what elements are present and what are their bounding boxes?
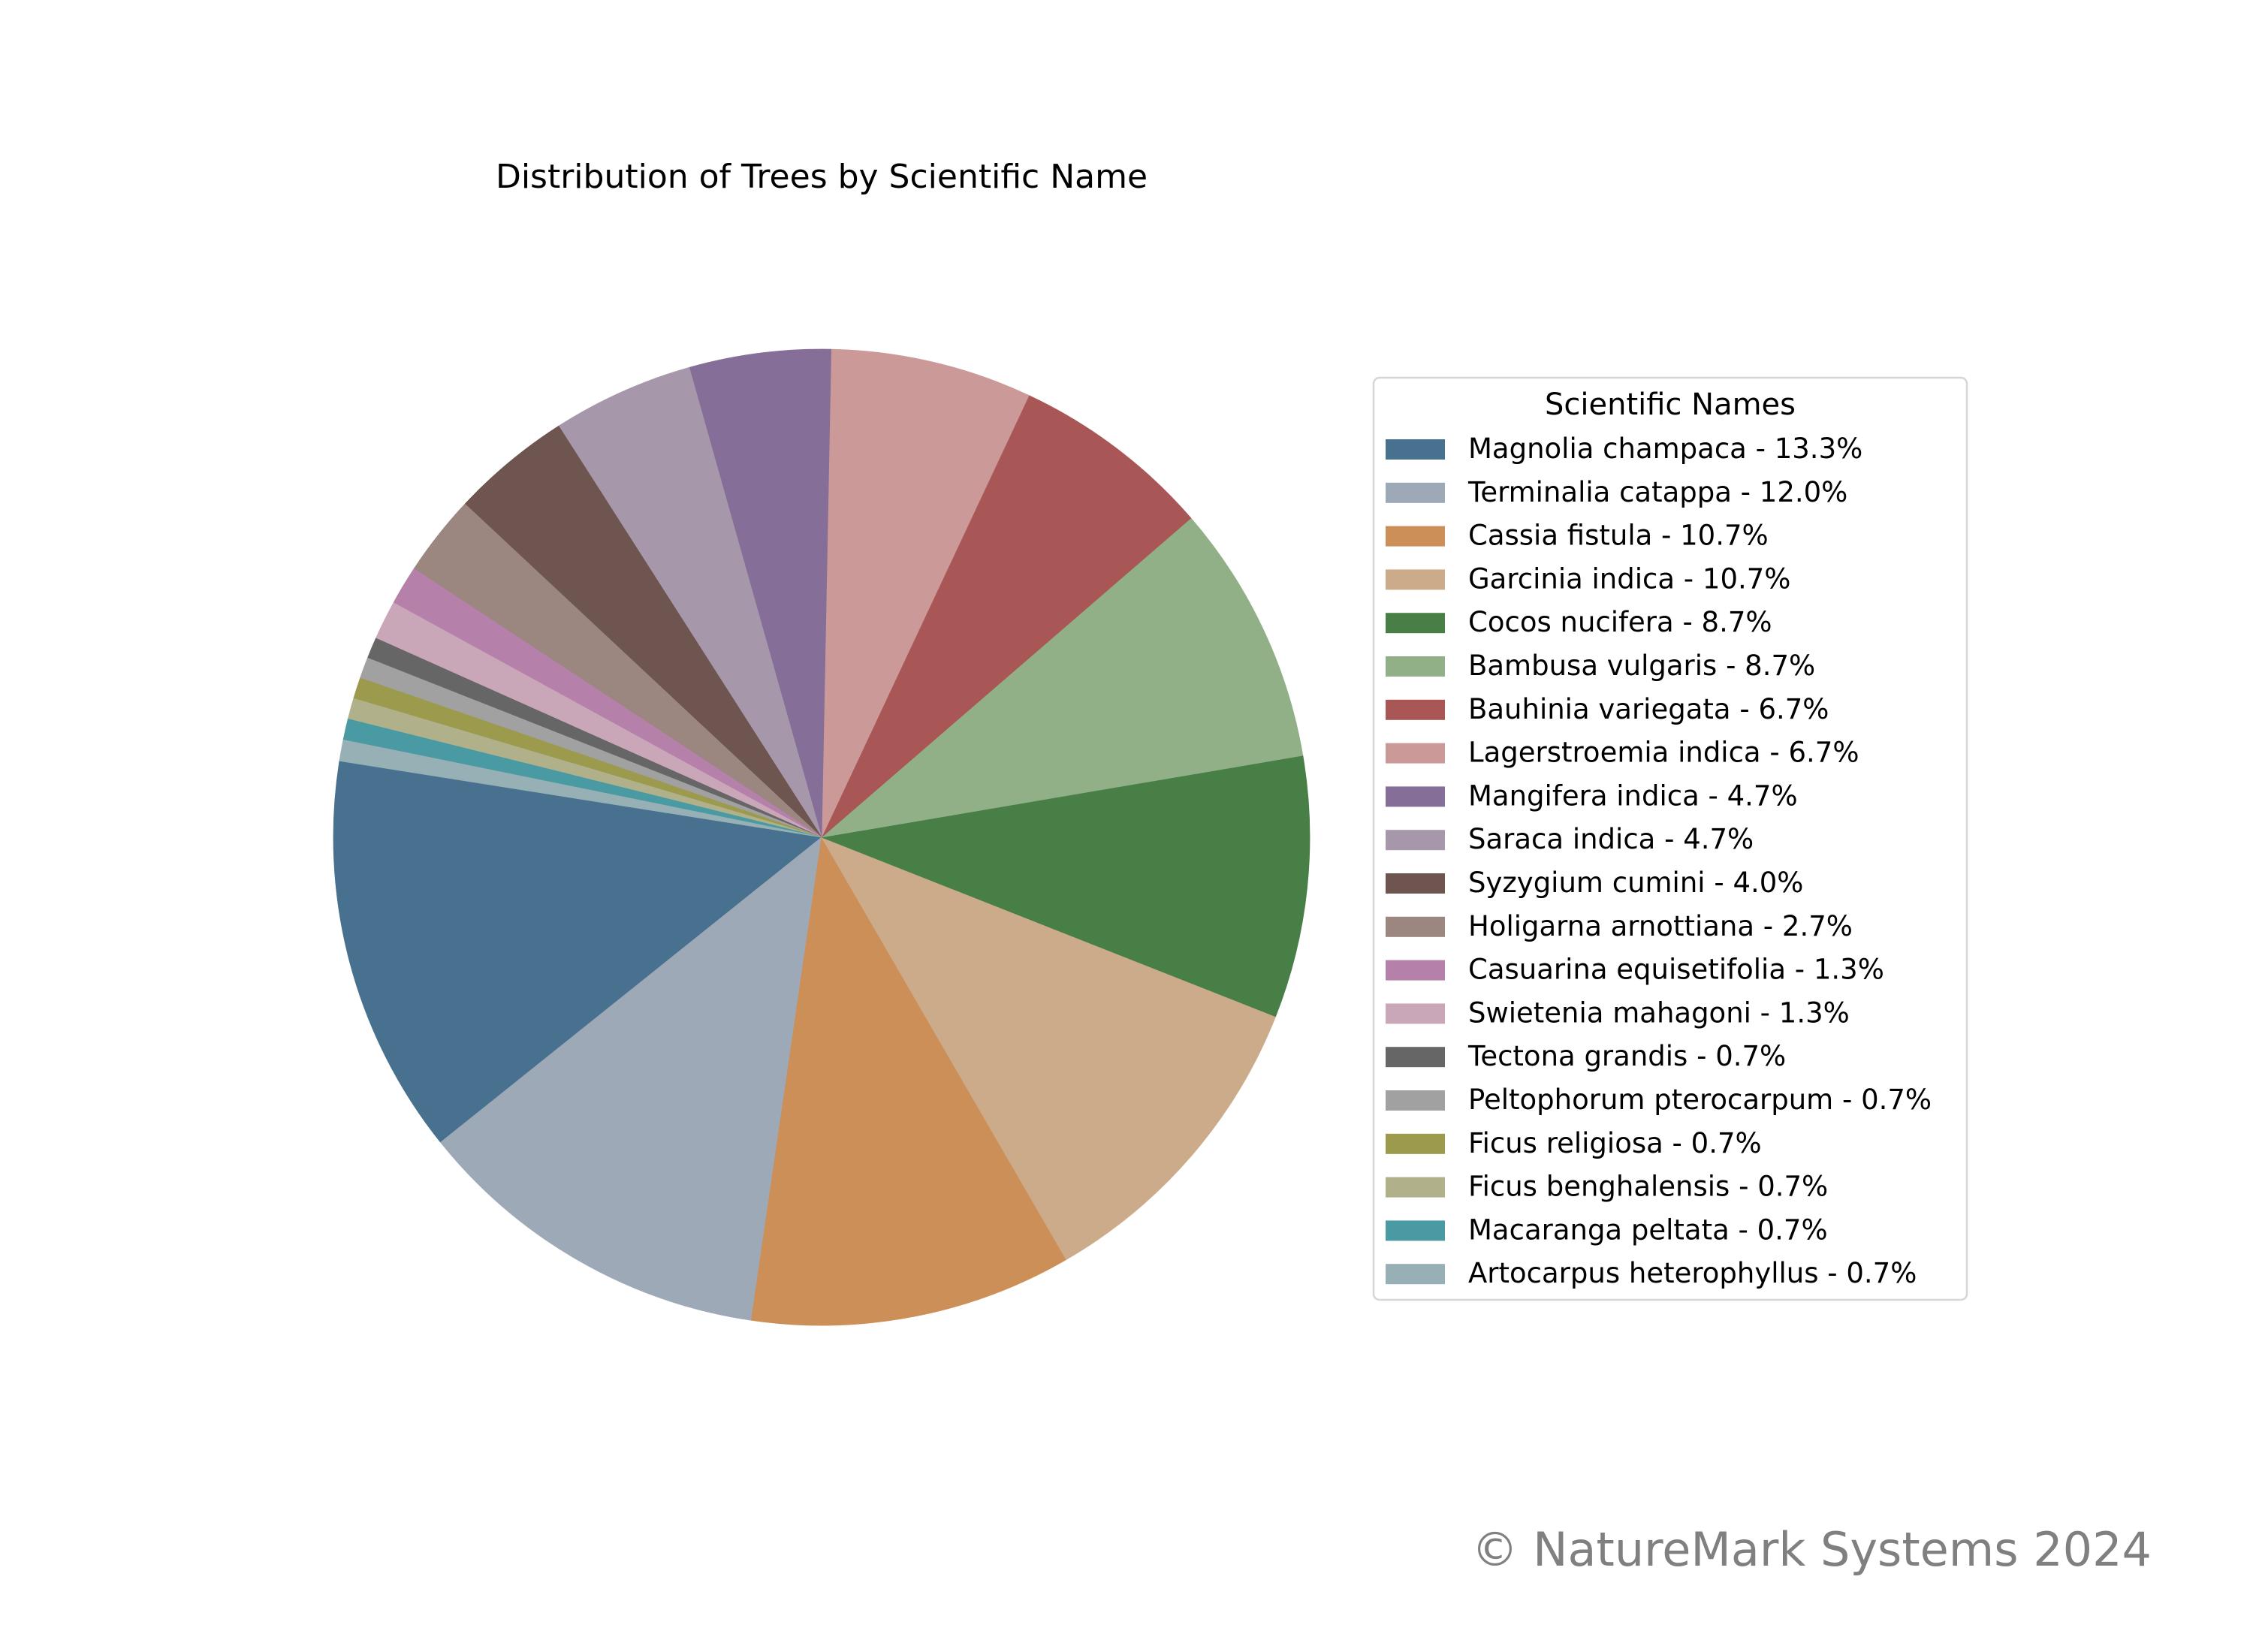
legend-swatch [1386, 1220, 1445, 1241]
legend-label: Terminalia catappa - 12.0% [1467, 476, 1847, 508]
legend-swatch [1386, 873, 1445, 894]
watermark-text: © NatureMark Systems 2024 [1471, 1522, 2152, 1577]
legend-label: Bauhinia variegata - 6.7% [1468, 693, 1829, 725]
chart-title: Distribution of Trees by Scientific Name [496, 158, 1148, 196]
legend-item: Peltophorum pterocarpum - 0.7% [1386, 1084, 1932, 1116]
legend-label: Casuarina equisetifolia - 1.3% [1468, 954, 1884, 986]
legend-label: Peltophorum pterocarpum - 0.7% [1468, 1084, 1932, 1116]
legend-swatch [1386, 960, 1445, 981]
legend-label: Cassia fistula - 10.7% [1468, 520, 1769, 552]
legend-label: Syzygium cumini - 4.0% [1468, 867, 1803, 899]
legend-label: Saraca indica - 4.7% [1468, 823, 1754, 855]
legend-swatch [1386, 526, 1445, 547]
legend-label: Ficus benghalensis - 0.7% [1468, 1171, 1828, 1203]
legend-swatch [1386, 1264, 1445, 1284]
legend-label: Holigarna arnottiana - 2.7% [1468, 910, 1853, 942]
legend-title: Scientific Names [1545, 387, 1796, 422]
pie-slices [333, 349, 1310, 1325]
legend-label: Swietenia mahagoni - 1.3% [1468, 996, 1850, 1029]
legend-swatch [1386, 743, 1445, 764]
legend-swatch [1386, 656, 1445, 677]
legend-swatch [1386, 439, 1445, 460]
legend-swatch [1386, 786, 1445, 806]
legend: Scientific Names Magnolia champaca - 13.… [1374, 378, 1967, 1300]
legend-label: Macaranga peltata - 0.7% [1468, 1213, 1828, 1246]
legend-label: Ficus religiosa - 0.7% [1468, 1127, 1762, 1159]
legend-swatch [1386, 613, 1445, 633]
legend-swatch [1386, 483, 1445, 503]
legend-label: Mangifera indica - 4.7% [1468, 779, 1798, 812]
legend-label: Tectona grandis - 0.7% [1467, 1040, 1786, 1072]
legend-label: Magnolia champaca - 13.3% [1468, 433, 1862, 465]
legend-label: Artocarpus heterophyllus - 0.7% [1468, 1257, 1917, 1289]
legend-swatch [1386, 700, 1445, 720]
legend-label: Bambusa vulgaris - 8.7% [1468, 650, 1815, 682]
legend-swatch [1386, 569, 1445, 589]
legend-swatch [1386, 1177, 1445, 1198]
legend-swatch [1386, 1090, 1445, 1111]
legend-swatch [1386, 830, 1445, 850]
legend-label: Cocos nucifera - 8.7% [1468, 606, 1772, 638]
legend-label: Lagerstroemia indica - 6.7% [1468, 737, 1859, 769]
legend-swatch [1386, 1003, 1445, 1023]
legend-swatch [1386, 917, 1445, 937]
legend-swatch [1386, 1134, 1445, 1154]
legend-label: Garcinia indica - 10.7% [1468, 562, 1790, 595]
legend-swatch [1386, 1047, 1445, 1067]
